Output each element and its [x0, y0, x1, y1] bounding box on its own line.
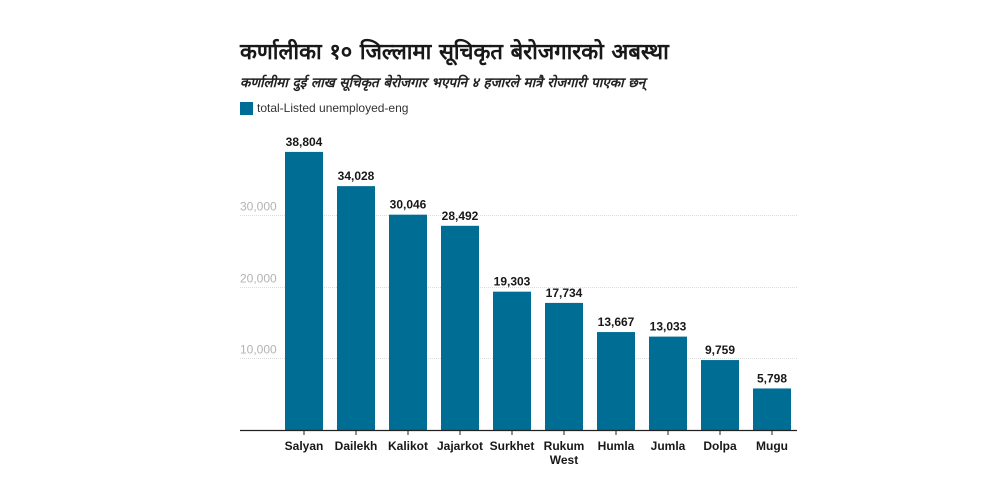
bar: [285, 151, 323, 430]
bar: [701, 360, 739, 430]
legend-swatch: [240, 101, 253, 115]
data-label: 28,492: [442, 209, 479, 223]
data-label: 38,804: [286, 135, 323, 149]
data-label: 13,033: [650, 320, 687, 334]
category-label: Surkhet: [490, 439, 535, 453]
bar: [441, 225, 479, 430]
data-label: 34,028: [338, 169, 375, 183]
category-label: Dailekh: [335, 439, 378, 453]
bar: [389, 214, 427, 430]
category-label: Jumla: [651, 439, 686, 453]
y-tick-label: 10,000: [240, 343, 277, 357]
category-labels: Salyan Dailekh Kalikot Jajarkot Surkhet Rukum…: [285, 439, 788, 467]
data-label: 13,667: [598, 315, 635, 329]
data-label: 17,734: [546, 286, 583, 300]
data-labels: 38,804 34,028 30,046 28,492 19,303 17,734 13,6…: [286, 135, 788, 386]
bar: [337, 186, 375, 430]
legend-label: total-Listed unemployed-eng: [257, 101, 409, 115]
y-tick-label: 20,000: [240, 272, 277, 286]
bar: [597, 332, 635, 430]
category-label: Rukum West: [544, 439, 585, 467]
bars: [285, 151, 791, 430]
bar: [545, 302, 583, 430]
data-label: 30,046: [390, 198, 427, 212]
x-axis-ticks: [303, 430, 773, 435]
category-label: Salyan: [285, 439, 324, 453]
legend: total-Listed unemployed-eng: [240, 101, 408, 115]
category-label: Kalikot: [388, 439, 428, 453]
data-label: 9,759: [705, 343, 735, 357]
data-label: 5,798: [757, 371, 787, 385]
chart-title: कर्णालीका १० जिल्लामा सूचिकृत बेरोजगारको…: [240, 40, 669, 65]
bar: [649, 336, 687, 430]
category-label: Dolpa: [703, 439, 737, 453]
bar: [753, 388, 791, 430]
y-tick-label: 30,000: [240, 200, 277, 214]
category-label: Jajarkot: [437, 439, 483, 453]
bar: [493, 291, 531, 430]
chart-subtitle: कर्णालीमा दुई लाख सूचिकृत बेरोजगार भएपनि…: [240, 75, 646, 91]
data-label: 19,303: [494, 275, 531, 289]
category-label: Mugu: [756, 439, 788, 453]
category-label: Humla: [598, 439, 635, 453]
